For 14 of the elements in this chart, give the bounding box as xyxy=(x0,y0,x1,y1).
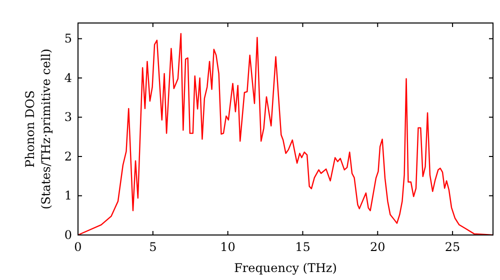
x-tick-label: 5 xyxy=(149,240,157,254)
y-tick-label: 5 xyxy=(64,32,72,46)
y-tick-label: 3 xyxy=(64,110,72,124)
x-tick-label: 15 xyxy=(295,240,310,254)
y-tick-label: 2 xyxy=(64,149,72,164)
x-tick-label: 10 xyxy=(220,240,236,254)
y-tick-label: 4 xyxy=(64,70,72,85)
x-tick-label: 0 xyxy=(74,240,82,254)
y-tick-label: 1 xyxy=(64,188,72,203)
y-axis-title: Phonon DOS (States/THz·primitive cell) xyxy=(23,48,53,210)
x-tick-label: 25 xyxy=(444,240,460,254)
y-tick-label: 0 xyxy=(64,228,72,242)
x-axis-title: Frequency (THz) xyxy=(234,261,337,275)
x-tick-label: 20 xyxy=(370,240,386,254)
